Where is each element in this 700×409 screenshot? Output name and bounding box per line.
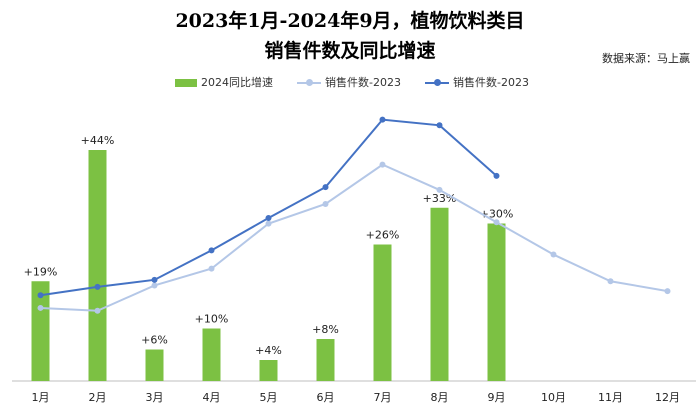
x-tick-label-1: 1月	[32, 391, 50, 404]
line-point-1-7	[379, 161, 386, 168]
line-point-1-6	[322, 200, 329, 207]
legend-item-line-light: 销售件数-2023	[297, 74, 401, 90]
bar-6	[316, 339, 335, 381]
line-point-1-12	[664, 288, 671, 295]
line-point-2-5	[265, 215, 272, 222]
legend-label-line-dark: 销售件数-2023	[453, 76, 529, 89]
bar-label-8: +33%	[423, 192, 457, 205]
legend-swatch-line-light	[297, 78, 321, 88]
legend: 2024同比增速 销售件数-2023 销售件数-2023	[0, 74, 700, 92]
bar-3	[145, 349, 164, 381]
bar-label-3: +6%	[141, 334, 168, 347]
legend-item-bar: 2024同比增速	[175, 74, 273, 90]
line-point-1-5	[265, 220, 272, 227]
line-point-2-9	[493, 172, 500, 179]
x-tick-label-9: 9月	[488, 391, 506, 404]
x-tick-label-12: 12月	[655, 391, 680, 404]
legend-swatch-line-dark	[425, 78, 449, 88]
bar-label-4: +10%	[195, 313, 229, 326]
bar-label-5: +4%	[255, 344, 282, 357]
data-source: 数据来源：马上赢	[602, 52, 690, 65]
line-series-1	[40, 163, 668, 312]
legend-item-line-dark: 销售件数-2023	[425, 74, 529, 90]
x-tick-label-3: 3月	[146, 391, 164, 404]
bar-7	[373, 244, 392, 381]
line-point-1-9	[493, 219, 500, 226]
line-point-2-1	[37, 292, 44, 299]
line-point-2-6	[322, 184, 329, 191]
x-tick-label-7: 7月	[374, 391, 392, 404]
line-point-2-4	[208, 247, 215, 254]
bar-label-7: +26%	[366, 229, 400, 242]
line-point-1-11	[607, 278, 614, 285]
line-point-1-10	[550, 251, 557, 258]
bar-5	[259, 360, 278, 381]
x-tick-label-4: 4月	[203, 391, 221, 404]
x-tick-label-8: 8月	[431, 391, 449, 404]
line-point-1-8	[436, 186, 443, 193]
line-point-2-7	[379, 116, 386, 123]
chart-title: 2023年1月-2024年9月，植物饮料类目	[175, 10, 525, 32]
bar-label-9: +30%	[480, 208, 514, 221]
bar-8	[430, 207, 449, 381]
bar-4	[202, 328, 221, 381]
bar-label-1: +19%	[24, 265, 58, 278]
x-tick-label-6: 6月	[317, 391, 335, 404]
x-tick-label-10: 10月	[541, 391, 566, 404]
legend-label-bar: 2024同比增速	[201, 76, 273, 89]
line-point-1-2	[94, 307, 101, 314]
line-point-2-3	[151, 276, 158, 283]
x-tick-label-11: 11月	[598, 391, 623, 404]
bar-label-6: +8%	[312, 323, 339, 336]
x-tick-label-5: 5月	[260, 391, 278, 404]
legend-swatch-bar	[175, 79, 197, 87]
line-point-1-4	[208, 265, 215, 272]
bar-label-2: +44%	[81, 134, 115, 147]
line-point-1-1	[37, 304, 44, 311]
bar-1	[31, 281, 50, 381]
x-tick-label-2: 2月	[89, 391, 107, 404]
bar-2	[88, 150, 107, 381]
line-point-2-8	[436, 122, 443, 129]
line-point-1-3	[151, 282, 158, 289]
legend-label-line-light: 销售件数-2023	[325, 76, 401, 89]
bar-9	[487, 223, 506, 381]
line-point-2-2	[94, 283, 101, 290]
chart-subtitle: 销售件数及同比增速	[264, 40, 436, 62]
